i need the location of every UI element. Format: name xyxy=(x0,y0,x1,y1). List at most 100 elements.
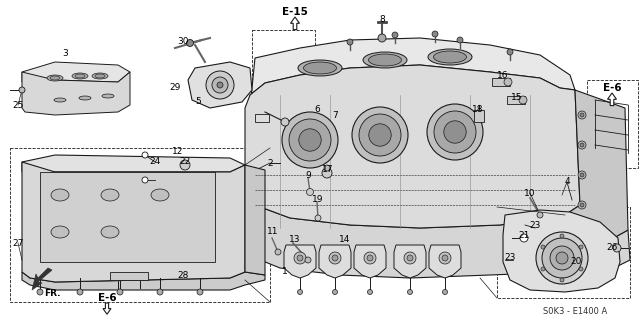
Ellipse shape xyxy=(428,49,472,65)
Polygon shape xyxy=(245,165,265,275)
Circle shape xyxy=(580,203,584,207)
Polygon shape xyxy=(250,38,575,108)
Bar xyxy=(110,272,148,280)
Circle shape xyxy=(407,255,413,261)
Circle shape xyxy=(578,171,586,179)
Bar xyxy=(10,148,270,302)
Circle shape xyxy=(541,267,545,271)
Circle shape xyxy=(536,232,588,284)
Circle shape xyxy=(378,34,386,42)
Ellipse shape xyxy=(72,73,88,79)
Polygon shape xyxy=(22,62,130,82)
Circle shape xyxy=(580,173,584,177)
Circle shape xyxy=(442,255,448,261)
Circle shape xyxy=(579,245,583,249)
Polygon shape xyxy=(354,245,386,278)
Circle shape xyxy=(519,96,527,104)
Circle shape xyxy=(37,289,43,295)
Text: 4: 4 xyxy=(564,177,570,187)
Circle shape xyxy=(117,289,123,295)
Text: 11: 11 xyxy=(268,227,279,236)
Text: 7: 7 xyxy=(332,112,338,121)
Circle shape xyxy=(560,234,564,238)
Ellipse shape xyxy=(54,98,66,102)
Text: 18: 18 xyxy=(472,106,484,115)
Circle shape xyxy=(297,255,303,261)
Polygon shape xyxy=(291,17,300,30)
Circle shape xyxy=(550,246,574,270)
Circle shape xyxy=(180,160,190,170)
Ellipse shape xyxy=(47,75,63,81)
Text: 14: 14 xyxy=(339,235,351,244)
Circle shape xyxy=(142,152,148,158)
Text: 25: 25 xyxy=(12,100,24,109)
Text: 5: 5 xyxy=(195,98,201,107)
Ellipse shape xyxy=(50,76,60,80)
Text: 8: 8 xyxy=(379,16,385,25)
Ellipse shape xyxy=(51,226,69,238)
Polygon shape xyxy=(394,245,426,278)
Text: 13: 13 xyxy=(289,235,301,244)
Circle shape xyxy=(613,244,621,252)
Text: 28: 28 xyxy=(177,271,189,279)
Circle shape xyxy=(578,141,586,149)
Circle shape xyxy=(332,255,338,261)
Circle shape xyxy=(329,252,341,264)
Circle shape xyxy=(299,129,321,151)
Circle shape xyxy=(507,49,513,55)
Bar xyxy=(492,78,510,86)
Polygon shape xyxy=(22,272,265,290)
Polygon shape xyxy=(565,90,628,245)
Polygon shape xyxy=(22,72,130,115)
Text: 17: 17 xyxy=(323,166,333,174)
Text: 12: 12 xyxy=(172,147,184,157)
Polygon shape xyxy=(188,62,252,108)
Circle shape xyxy=(432,31,438,37)
Ellipse shape xyxy=(92,73,108,79)
Text: 24: 24 xyxy=(149,158,161,167)
Polygon shape xyxy=(240,195,630,278)
Polygon shape xyxy=(40,172,215,262)
Circle shape xyxy=(282,112,338,168)
Polygon shape xyxy=(607,93,616,106)
Circle shape xyxy=(206,71,234,99)
Circle shape xyxy=(307,189,314,196)
Circle shape xyxy=(369,124,391,146)
Circle shape xyxy=(392,32,398,38)
Bar xyxy=(252,30,315,118)
Circle shape xyxy=(333,290,337,294)
Circle shape xyxy=(359,114,401,156)
Ellipse shape xyxy=(433,51,467,63)
Polygon shape xyxy=(22,162,245,282)
Polygon shape xyxy=(245,65,580,228)
Circle shape xyxy=(578,111,586,119)
Text: 20: 20 xyxy=(570,257,582,266)
Circle shape xyxy=(367,255,373,261)
Circle shape xyxy=(427,104,483,160)
Polygon shape xyxy=(429,245,461,278)
Circle shape xyxy=(542,238,582,278)
Polygon shape xyxy=(22,155,245,172)
Circle shape xyxy=(434,111,476,153)
Ellipse shape xyxy=(75,74,85,78)
Circle shape xyxy=(556,252,568,264)
Ellipse shape xyxy=(298,60,342,76)
Bar xyxy=(255,114,269,122)
Text: 27: 27 xyxy=(12,239,24,248)
Polygon shape xyxy=(284,245,316,278)
Ellipse shape xyxy=(363,52,407,68)
Circle shape xyxy=(347,39,353,45)
Text: S0K3 - E1400 A: S0K3 - E1400 A xyxy=(543,307,607,315)
Text: 1: 1 xyxy=(282,268,288,277)
Ellipse shape xyxy=(369,54,401,66)
Circle shape xyxy=(579,267,583,271)
Circle shape xyxy=(281,118,289,126)
Text: 15: 15 xyxy=(511,93,523,102)
Circle shape xyxy=(364,252,376,264)
Text: 6: 6 xyxy=(314,106,320,115)
Bar xyxy=(507,96,525,104)
Ellipse shape xyxy=(303,62,337,74)
Circle shape xyxy=(520,234,528,242)
Ellipse shape xyxy=(101,189,119,201)
Circle shape xyxy=(77,289,83,295)
